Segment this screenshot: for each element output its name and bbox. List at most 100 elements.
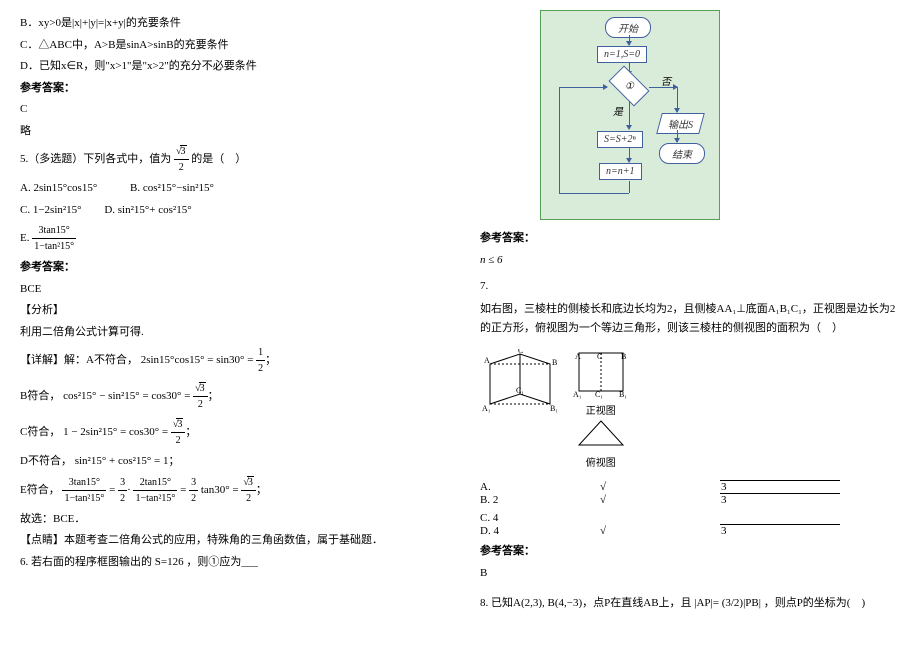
fc-arrow-1 [629, 35, 630, 45]
svg-text:C₁: C₁ [595, 390, 603, 399]
opt-d: D．已知x∈R，则"x>1"是"x>2"的充分不必要条件 [20, 58, 440, 75]
svg-text:A: A [575, 352, 581, 361]
fc-yes: 是 [613, 103, 623, 118]
q5-opt-e-frac: 3tan15°1−tan²15° [32, 223, 76, 254]
answer-label-r1: 参考答案： [480, 230, 900, 247]
answer-1: C [20, 101, 440, 118]
frac-sqrt3-2: 32 [174, 144, 189, 175]
svg-text:B₁: B₁ [550, 404, 558, 413]
e-fit-label: E符合， [20, 484, 60, 496]
detail-b: B符合， cos²15° − sin²15° = cos30° = 32； [20, 381, 440, 412]
b-fit-label: B符合， [20, 390, 60, 402]
svg-text:B: B [552, 358, 557, 367]
answer-r1: n ≤ 6 [480, 252, 900, 269]
formula-a-text: 2sin15°cos15° = sin30° = [141, 354, 256, 366]
fc-arrow-out [677, 130, 678, 142]
q7-num: 7. [480, 278, 900, 295]
fc-cond: ① [625, 81, 634, 92]
right-column: 开始 n=1,S=0 ① 否 是 输出S 结束 S=S+2ⁿ n=n+1 参考答… [460, 0, 920, 651]
fc-harrow-no [649, 87, 677, 88]
detail-d: D不符合， sin²15° + cos²15° = 1； [20, 453, 440, 470]
fc-arrow-yes [629, 101, 630, 129]
front-view-label: 正视图 [573, 402, 629, 417]
answer-label-1: 参考答案： [20, 80, 440, 97]
fc-init: n=1,S=0 [597, 46, 647, 63]
xiangjie-label: 【详解】解：A不符合， [20, 354, 138, 366]
fc-output: 输出S [656, 113, 705, 134]
opt-c: C．△ABC中，A>B是sinA>sinB的充要条件 [20, 37, 440, 54]
q7-opt-a: A. 3 [480, 480, 840, 493]
e-frac4: 32 [189, 475, 198, 506]
q7-text: 如右图，三棱柱的侧棱长和底边长均为2，且侧棱AA₁⊥底面A₁B₁C₁，正视图是边… [480, 300, 900, 340]
opt-b: B．xy>0是|x|+|y|=|x+y|的充要条件 [20, 15, 440, 32]
q5-tail: 的是（ ） [191, 153, 246, 165]
e-frac5: 32 [241, 475, 256, 506]
q5-row-e: E. 3tan15°1−tan²15° [20, 223, 440, 254]
q5-row-cd: C. 1−2sin²15° D. sin²15°+ cos²15° [20, 202, 440, 219]
q8: 8. 已知A(2,3), B(4,−3)，点P在直线AB上，且 |AP|= (3… [480, 595, 900, 612]
formula-d-text: sin²15° + cos²15° = 1 [75, 455, 169, 467]
q7-figures: A C B A₁ C₁ B₁ A C B A₁ C₁ B₁ 正视图 俯视图 [480, 344, 900, 474]
q6: 6. 若右面的程序框图输出的 S=126 ，则①应为___ [20, 554, 440, 571]
fc-end: 结束 [659, 143, 705, 164]
q5-opt-a: A. 2sin15°cos15° [20, 182, 97, 194]
q5-stem: 5.（多选题）下列各式中，值为 32 的是（ ） [20, 144, 440, 175]
fc-start: 开始 [605, 17, 651, 38]
e-frac1: 3tan15°1−tan²15° [62, 475, 106, 506]
q5-row-ab: A. 2sin15°cos15° B. cos²15°−sin²15° [20, 180, 440, 197]
detail-a: 【详解】解：A不符合， 2sin15°cos15° = sin30° = 12； [20, 345, 440, 376]
e-frac2: 32 [118, 475, 127, 506]
fenxi-text: 利用二倍角公式计算可得. [20, 324, 440, 341]
sqrt3-2-c: 32 [171, 417, 186, 448]
left-column: B．xy>0是|x|+|y|=|x+y|的充要条件 C．△ABC中，A>B是si… [0, 0, 460, 651]
detail-e: E符合， 3tan15°1−tan²15° = 32· 2tan15°1−tan… [20, 475, 440, 506]
detail-c: C符合， 1 − 2sin²15° = cos30° = 32； [20, 417, 440, 448]
fc-output-text: 输出S [668, 116, 693, 131]
answer-r2: B [480, 565, 900, 582]
fc-no: 否 [661, 73, 671, 88]
svg-text:B₁: B₁ [619, 390, 627, 399]
lue: 略 [20, 123, 440, 140]
formula-b-text: cos²15° − sin²15° = cos30° = [63, 390, 193, 402]
q5-opt-e-label: E. [20, 232, 32, 244]
d-nofit-label: D不符合， [20, 455, 72, 467]
top-view-label: 俯视图 [573, 454, 629, 469]
fc-arrow-no-down [677, 111, 678, 112]
q5-opt-c: C. 1−2sin²15° [20, 204, 82, 216]
dianjing: 【点睛】本题考查二倍角公式的应用，特殊角的三角函数值，属于基础题． [20, 532, 440, 549]
answer-2: BCE [20, 281, 440, 298]
fc-arrow-sn [629, 148, 630, 162]
fc-s: S=S+2ⁿ [597, 131, 643, 148]
q7-opts-cd: C. 4 D. 43 [480, 512, 900, 537]
q5-stem-text: 5.（多选题）下列各式中，值为 [20, 153, 171, 165]
svg-text:A: A [484, 356, 490, 365]
q7-opt-c: C. 4 [480, 512, 600, 524]
flowchart: 开始 n=1,S=0 ① 否 是 输出S 结束 S=S+2ⁿ n=n+1 [540, 10, 720, 220]
guxuan: 故选：BCE． [20, 511, 440, 528]
q7-opt-d: D. 43 [480, 524, 840, 537]
svg-text:C₁: C₁ [516, 386, 524, 395]
c-fit-label: C符合， [20, 426, 60, 438]
fc-loop-h1 [559, 193, 629, 194]
fc-loop-down [629, 181, 630, 193]
fenxi-label: 【分析】 [20, 302, 440, 319]
q5-opt-b: B. cos²15°−sin²15° [130, 182, 214, 194]
e-frac3: 2tan15°1−tan²15° [133, 475, 177, 506]
fc-n: n=n+1 [599, 163, 642, 180]
sqrt3-2-b: 32 [193, 381, 208, 412]
svg-text:B: B [621, 352, 626, 361]
front-view: A C B A₁ C₁ B₁ 正视图 俯视图 [573, 349, 629, 469]
q5-opt-d: D. sin²15°+ cos²15° [104, 204, 191, 216]
fc-loop-h2 [559, 87, 607, 88]
half-frac: 12 [256, 345, 265, 376]
fc-loop-v [559, 87, 560, 193]
answer-label-r2: 参考答案： [480, 543, 900, 560]
answer-label-2: 参考答案： [20, 259, 440, 276]
formula-c-text: 1 − 2sin²15° = cos30° = [63, 426, 171, 438]
e-tan30: tan30° = [201, 484, 242, 496]
svg-text:C: C [597, 352, 602, 361]
q7-opts-ab: A. 3 B. 23 [480, 480, 900, 506]
svg-text:A₁: A₁ [573, 390, 582, 399]
q7-opt-b: B. 23 [480, 493, 840, 506]
svg-text:A₁: A₁ [482, 404, 491, 413]
